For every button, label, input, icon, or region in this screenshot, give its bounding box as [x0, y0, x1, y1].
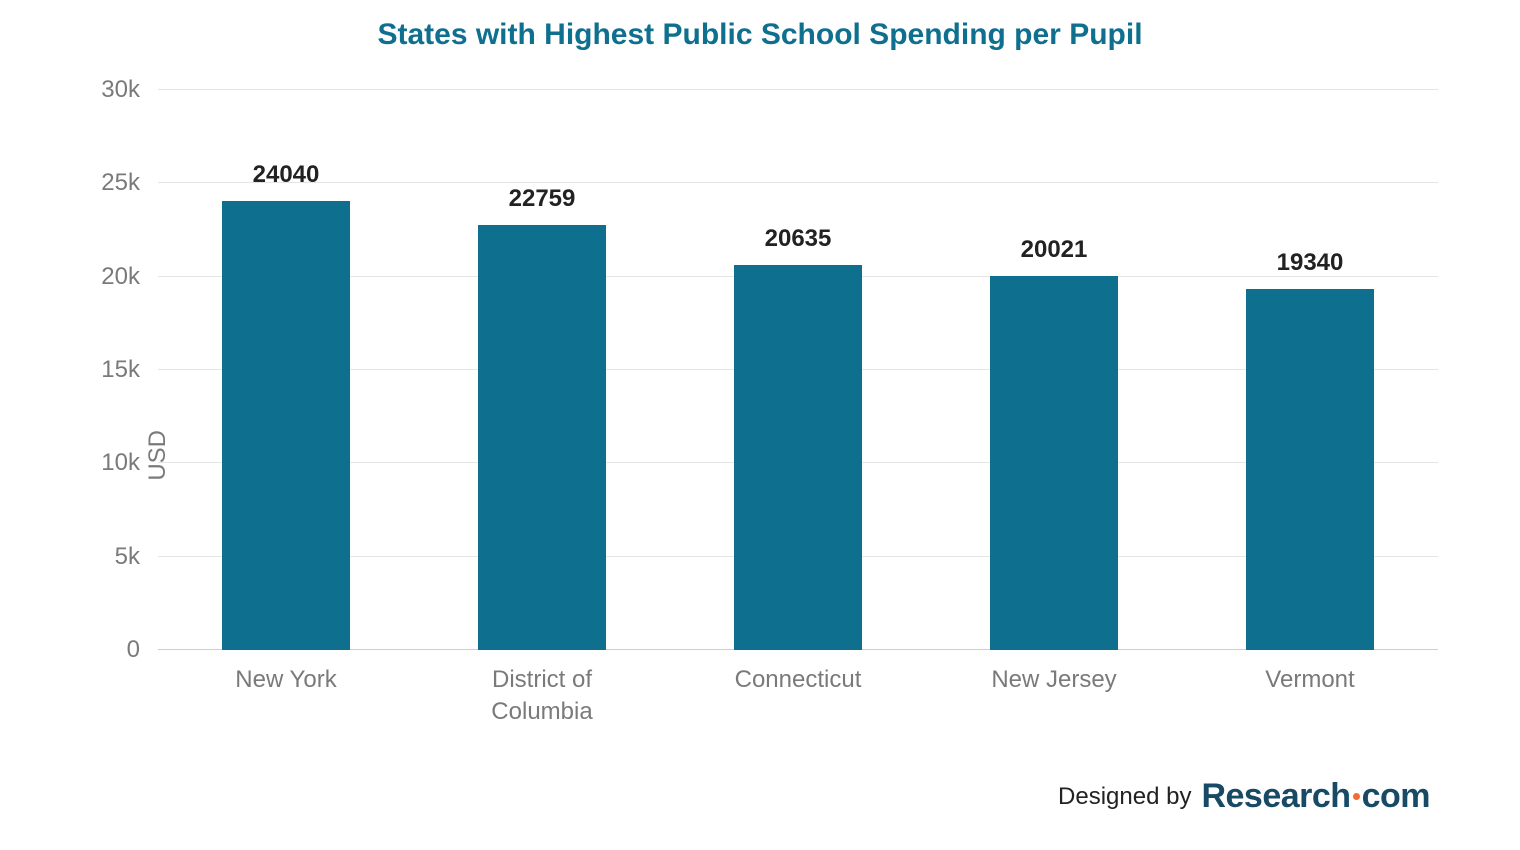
- bar: 19340: [1246, 289, 1374, 650]
- x-tick-label: New York: [235, 664, 336, 696]
- bar-fill: [478, 225, 606, 650]
- y-tick-label: 0: [127, 636, 140, 664]
- y-tick-label: 15k: [101, 356, 140, 384]
- x-tick-label: District of Columbia: [491, 664, 592, 729]
- designed-by-label: Designed by: [1058, 783, 1191, 811]
- y-tick-label: 20k: [101, 263, 140, 291]
- plot-area: USD 05k10k15k20k25k30k24040New York22759…: [158, 90, 1438, 650]
- y-tick-label: 5k: [115, 543, 140, 571]
- chart-title: States with Highest Public School Spendi…: [0, 0, 1520, 52]
- y-axis-title: USD: [144, 370, 172, 481]
- bar-fill: [990, 276, 1118, 650]
- bar-fill: [734, 265, 862, 650]
- bar-value-label: 19340: [1277, 249, 1344, 277]
- bar: 20021: [990, 276, 1118, 650]
- bar: 20635: [734, 265, 862, 650]
- credit-line: Designed by Research com: [1058, 777, 1430, 816]
- y-tick-label: 10k: [101, 449, 140, 477]
- bar: 24040: [222, 201, 350, 650]
- bar-fill: [1246, 289, 1374, 650]
- gridline: [158, 182, 1438, 183]
- bar-value-label: 20021: [1021, 236, 1088, 264]
- gridline: [158, 89, 1438, 90]
- x-tick-label: New Jersey: [991, 664, 1116, 696]
- x-tick-label: Vermont: [1265, 664, 1354, 696]
- x-tick-label: Connecticut: [735, 664, 862, 696]
- y-tick-label: 25k: [101, 169, 140, 197]
- bar-value-label: 24040: [253, 161, 320, 189]
- bar-value-label: 22759: [509, 185, 576, 213]
- bar-fill: [222, 201, 350, 650]
- brand-dot-icon: [1353, 793, 1360, 800]
- bar: 22759: [478, 225, 606, 650]
- brand-logo: Research com: [1201, 777, 1430, 816]
- y-tick-label: 30k: [101, 76, 140, 104]
- brand-suffix: com: [1362, 777, 1430, 815]
- bar-value-label: 20635: [765, 225, 832, 253]
- chart-container: States with Highest Public School Spendi…: [0, 0, 1520, 850]
- brand-name: Research: [1201, 777, 1350, 815]
